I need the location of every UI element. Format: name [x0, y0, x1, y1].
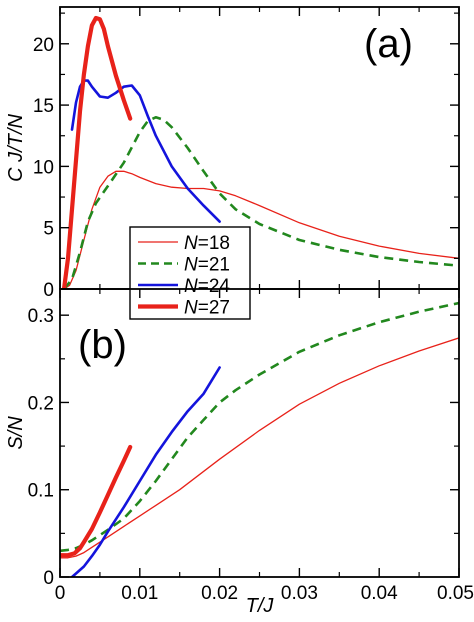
y-tick-label: 0 [43, 568, 54, 589]
y-axis-label: S/N [5, 416, 27, 450]
legend-entry: N=18 [184, 233, 230, 254]
legend-entry: N=21 [184, 255, 230, 276]
x-tick-label: 0.01 [121, 583, 158, 604]
x-tick-label: 0.03 [281, 583, 318, 604]
x-tick-label: 0.04 [361, 583, 398, 604]
y-tick-label: 5 [43, 219, 54, 240]
panel-label: (a) [364, 22, 413, 66]
legend-value: =21 [198, 255, 230, 276]
y-tick-label: 15 [33, 96, 54, 117]
x-tick-label: 0.02 [201, 583, 238, 604]
series-line-N21 [60, 301, 459, 553]
legend-var: N [184, 233, 198, 254]
x-tick-label: 0 [55, 583, 66, 604]
y-tick-label: 0.3 [28, 306, 54, 327]
legend-value: =27 [198, 298, 230, 319]
series-line-N24 [70, 79, 221, 223]
legend-var: N [184, 255, 198, 276]
y-tick-label: 20 [33, 35, 54, 56]
series-line-N24 [70, 366, 221, 577]
panel-label: (b) [78, 323, 127, 367]
series-line-N27 [61, 15, 133, 289]
legend: N=18N=21N=24N=27 [129, 226, 251, 320]
legend-var: N [184, 298, 198, 319]
legend-value: =24 [198, 276, 231, 297]
series-line-N18 [60, 337, 459, 559]
y-tick-label: 0 [43, 280, 54, 301]
legend-entry: N=24 [184, 276, 230, 297]
legend-var: N [184, 276, 198, 297]
y-tick-label: 10 [33, 157, 54, 178]
legend-entry: N=27 [184, 298, 230, 319]
legend-value: =18 [198, 233, 230, 254]
y-tick-label: 0.2 [28, 393, 54, 414]
series-line-N21 [62, 116, 459, 289]
x-axis-label: T/J [246, 595, 275, 617]
x-tick-label: 0.05 [437, 583, 474, 604]
series-line-N18 [63, 170, 459, 289]
series-line-N27 [60, 444, 133, 558]
y-axis-label: C J/T/N [5, 114, 27, 182]
panel-b: 0 0.01 0.02 0.03 0.04 0.05 0 0.1 0.2 0.3 S/N T/J (b) [5, 288, 474, 617]
y-tick-label: 0.1 [28, 481, 54, 502]
